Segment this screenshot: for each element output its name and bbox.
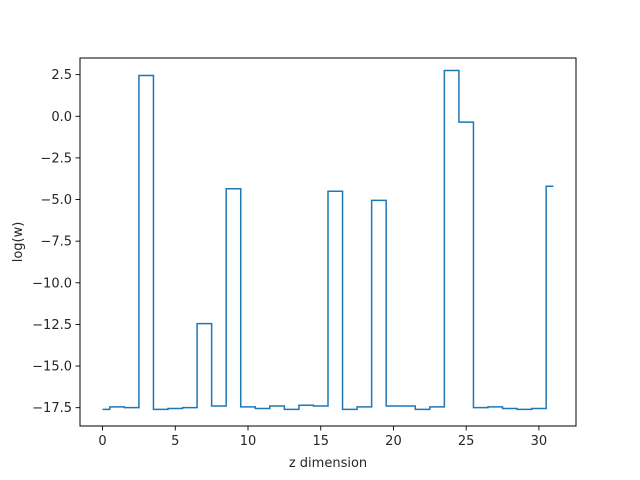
y-axis-label: log(w) (11, 222, 26, 263)
x-tick-label: 10 (240, 434, 257, 449)
x-tick-label: 20 (385, 434, 402, 449)
y-tick-label: 2.5 (51, 68, 72, 83)
y-tick-label: −10.0 (32, 276, 72, 291)
x-tick-label: 25 (458, 434, 475, 449)
x-tick-label: 15 (312, 434, 329, 449)
y-tick-label: 0.0 (51, 110, 72, 125)
y-tick-label: −2.5 (40, 151, 72, 166)
y-tick-label: −12.5 (32, 318, 72, 333)
x-tick-label: 5 (171, 434, 179, 449)
axes-frame (79, 57, 577, 427)
y-tick-label: −17.5 (32, 401, 72, 416)
x-tick-label: 30 (531, 434, 548, 449)
x-axis-label: z dimension (289, 456, 367, 471)
y-tick-label: −7.5 (40, 235, 72, 250)
series-line-0 (102, 69, 554, 411)
axis-ticks: 0 5 10 15 20 25 30 2.5 0.0 −2.5 −5.0 −7.5 −10.0 −12.5… (32, 68, 547, 449)
plot-area (102, 69, 554, 411)
y-tick-label: −5.0 (40, 193, 72, 208)
y-tick-label: −15.0 (32, 360, 72, 375)
x-tick-label: 0 (98, 434, 106, 449)
